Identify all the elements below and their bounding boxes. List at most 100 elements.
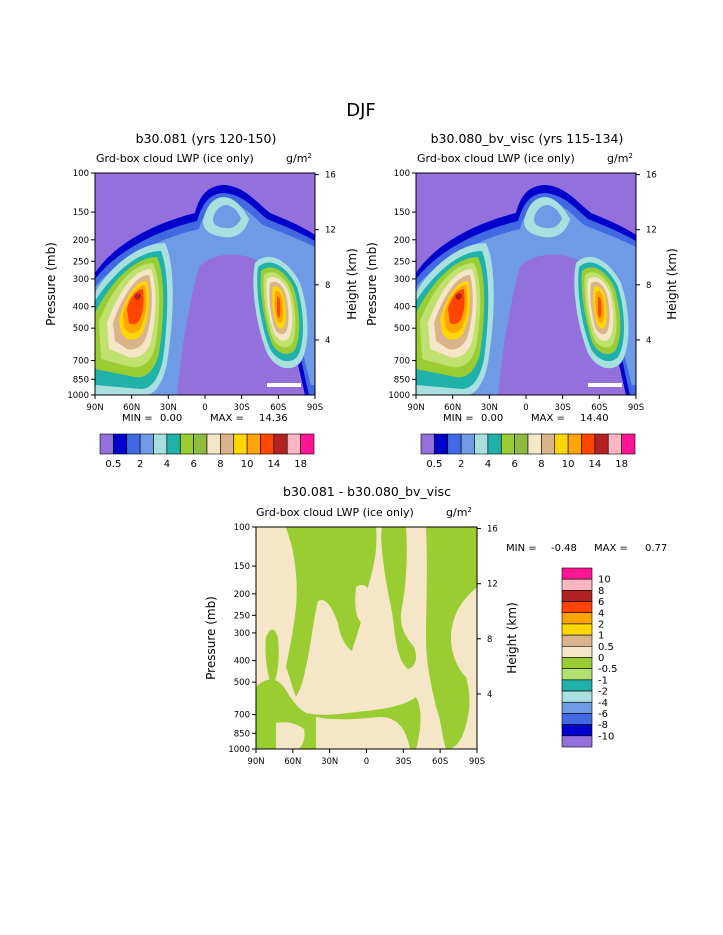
y-tick-label: 850: [73, 375, 89, 385]
units-label: g/m2: [286, 152, 312, 165]
y-tick-label: 500: [73, 324, 89, 334]
colorbar-label: -4: [598, 698, 608, 709]
panel-title: b30.081 (yrs 120-150): [136, 131, 277, 146]
y-tick-label: 200: [234, 590, 250, 600]
colorbar-swatch: [474, 433, 489, 455]
units: g/m: [446, 506, 467, 519]
y-tick-label: 150: [394, 208, 410, 218]
colorbar-label: -10: [598, 731, 614, 742]
units-sup: 2: [467, 506, 471, 514]
variable-label: Grd-box cloud LWP (ice only): [417, 152, 575, 165]
units-label: g/m2: [446, 506, 472, 519]
colorbar-swatch: [607, 433, 622, 455]
y-right-tick-label: 4: [646, 336, 651, 346]
units-sup: 2: [628, 152, 632, 160]
colorbar-label: 0.5: [598, 642, 614, 653]
colorbar-label: -1: [598, 675, 608, 686]
x-tick-label: 0: [364, 757, 369, 767]
colorbar-swatch: [561, 634, 593, 647]
colorbar-label: 10: [598, 575, 611, 586]
y-right-tick-label: 16: [325, 171, 336, 181]
colorbar-swatch: [594, 433, 609, 455]
y-tick-label: 1000: [388, 391, 410, 401]
y-right-tick-label: 12: [325, 226, 336, 236]
colorbar-label: 8: [217, 459, 223, 470]
min-value: 0.00: [160, 413, 182, 424]
colorbar-swatch: [260, 433, 275, 455]
colorbar-swatch: [554, 433, 569, 455]
colorbar-label: -6: [598, 709, 608, 720]
colorbar-swatch: [233, 433, 248, 455]
y-tick-label: 250: [234, 611, 250, 621]
colorbar-label: -2: [598, 687, 608, 698]
max-value: 14.36: [259, 413, 288, 424]
page-title: DJF: [346, 100, 376, 121]
y-right-tick-label: 8: [646, 281, 651, 291]
x-tick-label: 0: [202, 403, 207, 413]
y-right-tick-label: 8: [325, 281, 330, 291]
y-tick-label: 400: [73, 303, 89, 313]
x-tick-label: 60N: [123, 403, 140, 413]
panel-difference: b30.081 - b30.080_bv_visc Grd-box cloud …: [204, 484, 667, 767]
min-label: MIN =: [443, 413, 474, 424]
min-label: MIN =: [506, 543, 537, 554]
units: g/m: [607, 152, 628, 165]
colorbar-swatch: [561, 578, 593, 591]
y-tick-label: 300: [234, 629, 250, 639]
y-tick-label: 200: [394, 236, 410, 246]
y-tick-label: 300: [73, 275, 89, 285]
x-tick-label: 90S: [469, 757, 485, 767]
y-right-tick-label: 16: [487, 525, 498, 535]
colorbar-label: 10: [562, 459, 575, 470]
x-tick-label: 30N: [321, 757, 338, 767]
colorbar-swatch: [561, 590, 593, 602]
x-tick-label: 30S: [395, 757, 411, 767]
y-tick-label: 250: [73, 257, 89, 267]
colorbar-label: 4: [164, 459, 170, 470]
panel-title: b30.081 - b30.080_bv_visc: [283, 484, 451, 499]
colorbar-label: -0.5: [598, 664, 618, 675]
colorbar-swatch: [561, 690, 593, 703]
colorbar-swatch: [561, 646, 593, 658]
colorbar-label: 8: [538, 459, 544, 470]
y-right-tick-label: 8: [487, 635, 492, 645]
colorbar-swatch: [561, 567, 593, 580]
colorbar-swatch: [153, 433, 168, 455]
y-tick-label: 500: [234, 678, 250, 688]
x-tick-label: 30N: [481, 403, 498, 413]
y-right-tick-label: 12: [487, 580, 498, 590]
colorbar-label: 4: [485, 459, 491, 470]
y-axis-right-label: Height (km): [665, 248, 679, 319]
colorbar-swatch: [126, 433, 141, 455]
colorbar-label: 8: [598, 586, 604, 597]
y-axis-label: Pressure (mb): [365, 242, 379, 326]
contour-field: [416, 173, 636, 395]
colorbar-label: 2: [458, 459, 464, 470]
x-tick-label: 60S: [270, 403, 286, 413]
min-label: MIN =: [122, 413, 153, 424]
x-tick-label: 0: [523, 403, 528, 413]
units: g/m: [286, 152, 307, 165]
contour-field: [95, 173, 315, 395]
colorbar-swatch: [166, 433, 181, 455]
y-tick-label: 100: [234, 523, 250, 533]
colorbar-label: 10: [241, 459, 254, 470]
y-axis-label: Pressure (mb): [204, 596, 218, 680]
colorbar-swatch: [434, 433, 449, 455]
y-tick-label: 500: [394, 324, 410, 334]
colorbar-swatch: [561, 735, 593, 748]
colorbar-swatch: [220, 433, 235, 455]
max-label: MAX =: [210, 413, 244, 424]
y-tick-label: 150: [234, 562, 250, 572]
colorbar-label: 14: [589, 459, 602, 470]
colorbar-swatch: [567, 433, 582, 455]
x-tick-label: 30S: [234, 403, 250, 413]
y-tick-label: 850: [234, 729, 250, 739]
colorbar-swatch: [246, 433, 261, 455]
x-tick-label: 90N: [247, 757, 264, 767]
y-tick-label: 250: [394, 257, 410, 267]
y-tick-label: 1000: [67, 391, 89, 401]
y-tick-label: 700: [73, 357, 89, 367]
panel-left: b30.081 (yrs 120-150) Grd-box cloud LWP …: [44, 131, 359, 470]
